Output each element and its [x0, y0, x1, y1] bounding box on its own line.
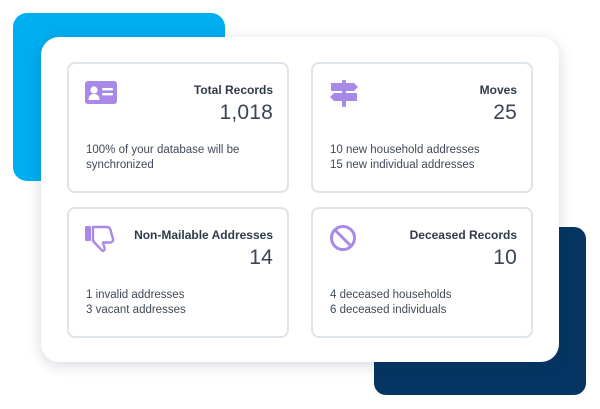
- id-card-icon: [83, 78, 119, 108]
- description-line: 1 invalid addresses: [86, 289, 185, 301]
- card-description: 10 new household addresses 15 new indivi…: [330, 143, 520, 173]
- deceased-records-card: Deceased Records 10 4 deceased household…: [311, 207, 533, 338]
- card-description: 4 deceased households 6 deceased individ…: [330, 288, 520, 318]
- description-line: 100% of your database will be synchroniz…: [86, 144, 240, 171]
- card-count: 25: [493, 101, 517, 124]
- card-count: 1,018: [219, 101, 273, 124]
- card-title: Moves: [479, 83, 517, 97]
- description-line: 4 deceased households: [330, 289, 452, 301]
- moves-card: Moves 25 10 new household addresses 15 n…: [311, 62, 533, 193]
- card-description: 1 invalid addresses 3 vacant addresses: [86, 288, 276, 318]
- card-title: Deceased Records: [409, 228, 517, 242]
- total-records-card: Total Records 1,018 100% of your databas…: [67, 62, 289, 193]
- card-title: Non-Mailable Addresses: [134, 228, 273, 242]
- card-description: 100% of your database will be synchroniz…: [86, 143, 276, 173]
- non-mailable-addresses-card: Non-Mailable Addresses 14 1 invalid addr…: [67, 207, 289, 338]
- card-count: 10: [493, 246, 517, 269]
- card-count: 14: [249, 246, 273, 269]
- card-title: Total Records: [193, 83, 273, 97]
- description-line: 3 vacant addresses: [86, 304, 186, 316]
- description-line: 10 new household addresses: [330, 144, 480, 156]
- description-line: 6 deceased individuals: [330, 304, 447, 316]
- signpost-icon: [327, 78, 363, 108]
- prohibited-icon: [327, 223, 363, 253]
- thumbs-down-icon: [83, 223, 119, 253]
- description-line: 15 new individual addresses: [330, 159, 475, 171]
